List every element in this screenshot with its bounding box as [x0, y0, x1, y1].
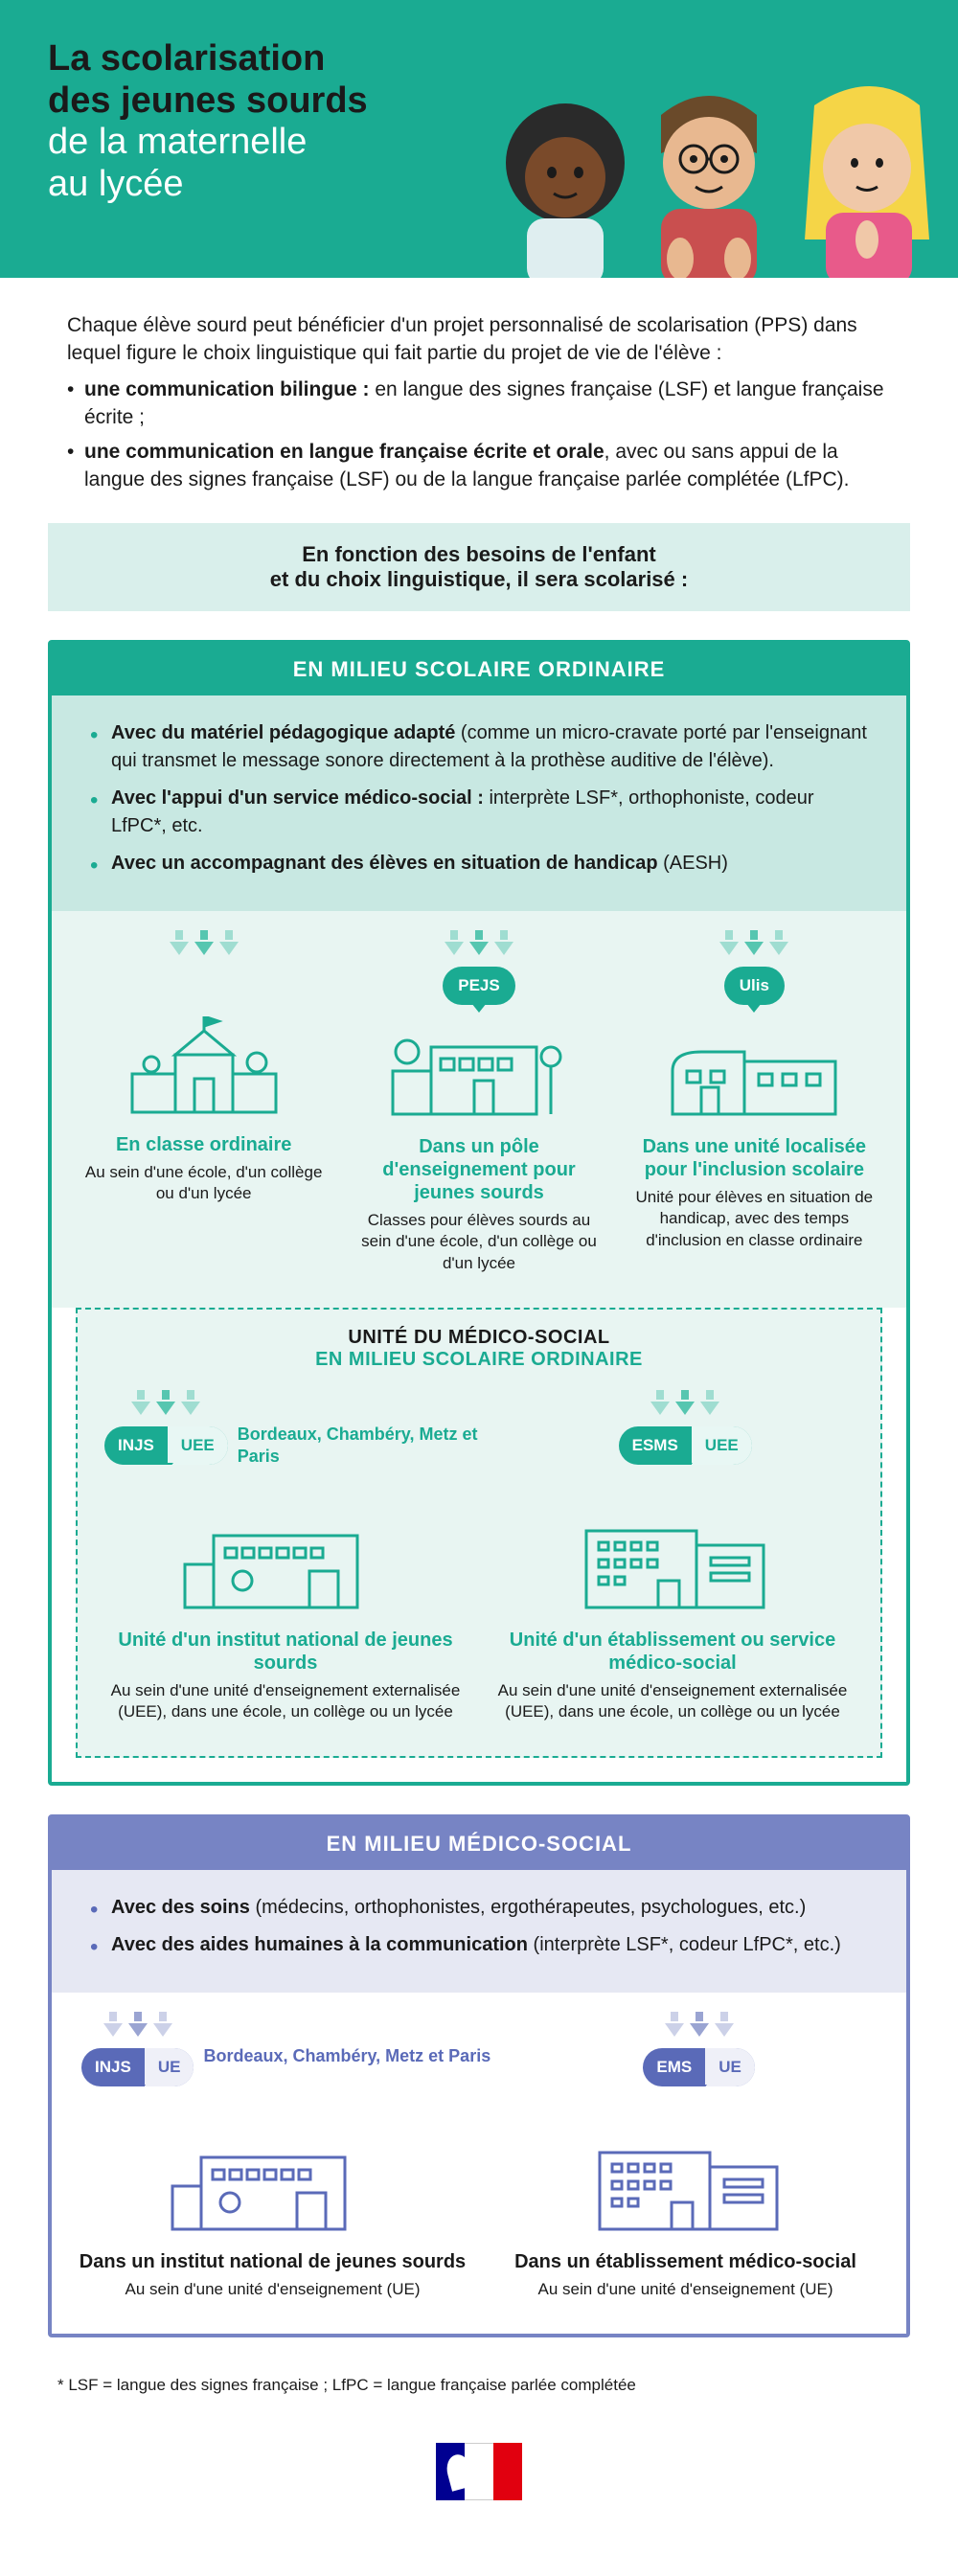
arrows-icon: [354, 930, 604, 957]
arrows-icon: [79, 930, 329, 957]
col-ems-ue-detail: Dans un établissement médico-social Au s…: [484, 2126, 887, 2300]
tag-esms-uee: ESMSUEE: [619, 1426, 752, 1465]
subbox-cols: INJSUEE Bordeaux, Chambéry, Metz et Pari…: [78, 1371, 880, 1504]
col-ulis: Ulis Dans une unité localisée pour l'inc…: [622, 930, 887, 1273]
title-bold-1: La scolarisation: [48, 38, 325, 79]
arrows-icon: [629, 930, 879, 957]
arrows-icon: [516, 1390, 854, 1417]
intro-lead: Chaque élève sourd peut bénéficier d'un …: [67, 311, 891, 368]
header-illustration: [489, 48, 929, 278]
col-injs-uee-detail: Unité d'un institut national de jeunes s…: [97, 1504, 474, 1722]
blue-bullets: Avec des soins (médecins, orthophonistes…: [52, 1870, 906, 1993]
green-bullets: Avec du matériel pédagogique adapté (com…: [52, 695, 906, 911]
header: La scolarisation des jeunes sourds de la…: [0, 0, 958, 278]
green-bullet: Avec du matériel pédagogique adapté (com…: [90, 719, 868, 775]
tag-pejs: PEJS: [443, 967, 514, 1005]
school-icon: [79, 1016, 329, 1122]
gov-logo: [0, 2424, 958, 2539]
intro-bullet-1: une communication bilingue : en langue d…: [67, 376, 891, 432]
subbox-medico-social-ordinaire: UNITÉ DU MÉDICO-SOCIAL EN MILIEU SCOLAIR…: [76, 1308, 882, 1758]
context-banner: En fonction des besoins de l'enfant et d…: [48, 523, 910, 611]
col-esms-uee-detail: Unité d'un établissement ou service médi…: [484, 1504, 861, 1722]
arrows-icon: [104, 1390, 228, 1417]
section-milieu-ordinaire: EN MILIEU SCOLAIRE ORDINAIRE Avec du mat…: [48, 640, 910, 1785]
school-icon: [354, 1018, 604, 1124]
subbox-title: UNITÉ DU MÉDICO-SOCIAL EN MILIEU SCOLAIR…: [78, 1327, 880, 1371]
col-injs-ue: INJSUE Bordeaux, Chambéry, Metz et Paris: [71, 2012, 501, 2092]
intro-bullet-2: une communication en langue française éc…: [67, 438, 891, 494]
footnote: * LSF = langue des signes française ; Lf…: [0, 2366, 958, 2424]
col-ems-ue: EMSUE: [511, 2012, 887, 2092]
arrows-icon: [81, 2012, 194, 2039]
tag-injs-uee: INJSUEE: [104, 1426, 228, 1465]
cities-list: Bordeaux, Chambéry, Metz et Paris: [238, 1424, 492, 1469]
title-bold-2: des jeunes sourds: [48, 80, 368, 121]
tag-ems-ue: EMSUE: [643, 2048, 754, 2086]
tag-injs-ue: INJSUE: [81, 2048, 194, 2086]
section-title: EN MILIEU SCOLAIRE ORDINAIRE: [52, 644, 906, 695]
intro-text: Chaque élève sourd peut bénéficier d'un …: [0, 278, 958, 523]
col-injs-ue-detail: Dans un institut national de jeunes sour…: [71, 2126, 474, 2300]
cities-list: Bordeaux, Chambéry, Metz et Paris: [203, 2045, 490, 2067]
building-icon: [491, 2133, 879, 2239]
blue-bullet: Avec des soins (médecins, orthophonistes…: [90, 1894, 868, 1922]
col-esms-uee: ESMSUEE: [509, 1390, 861, 1470]
green-bullet: Avec l'appui d'un service médico-social …: [90, 785, 868, 840]
section-title: EN MILIEU MÉDICO-SOCIAL: [52, 1818, 906, 1870]
col-pejs: PEJS Dans un pôle d'enseignement pour je…: [346, 930, 611, 1273]
blue-row-detail: Dans un institut national de jeunes sour…: [52, 2126, 906, 2334]
blue-bullet: Avec des aides humaines à la communicati…: [90, 1931, 868, 1959]
col-classe-ordinaire: En classe ordinaire Au sein d'une école,…: [71, 930, 336, 1273]
title-light-2: au lycée: [48, 164, 184, 204]
building-icon: [104, 1512, 467, 1617]
col-injs-uee: INJSUEE Bordeaux, Chambéry, Metz et Pari…: [97, 1390, 499, 1470]
arrows-icon: [518, 2012, 879, 2039]
green-row-1: En classe ordinaire Au sein d'une école,…: [52, 911, 906, 1307]
subbox-cols-2: Unité d'un institut national de jeunes s…: [78, 1504, 880, 1756]
tag-ulis: Ulis: [724, 967, 785, 1005]
blue-row-tags: INJSUE Bordeaux, Chambéry, Metz et Paris…: [52, 1993, 906, 2126]
section-milieu-medico-social: EN MILIEU MÉDICO-SOCIAL Avec des soins (…: [48, 1814, 910, 2337]
green-bullet: Avec un accompagnant des élèves en situa…: [90, 850, 868, 878]
school-icon: [629, 1018, 879, 1124]
building-icon: [491, 1512, 854, 1617]
building-icon: [79, 2133, 467, 2239]
title-light-1: de la maternelle: [48, 122, 307, 162]
french-flag-icon: [436, 2443, 522, 2500]
